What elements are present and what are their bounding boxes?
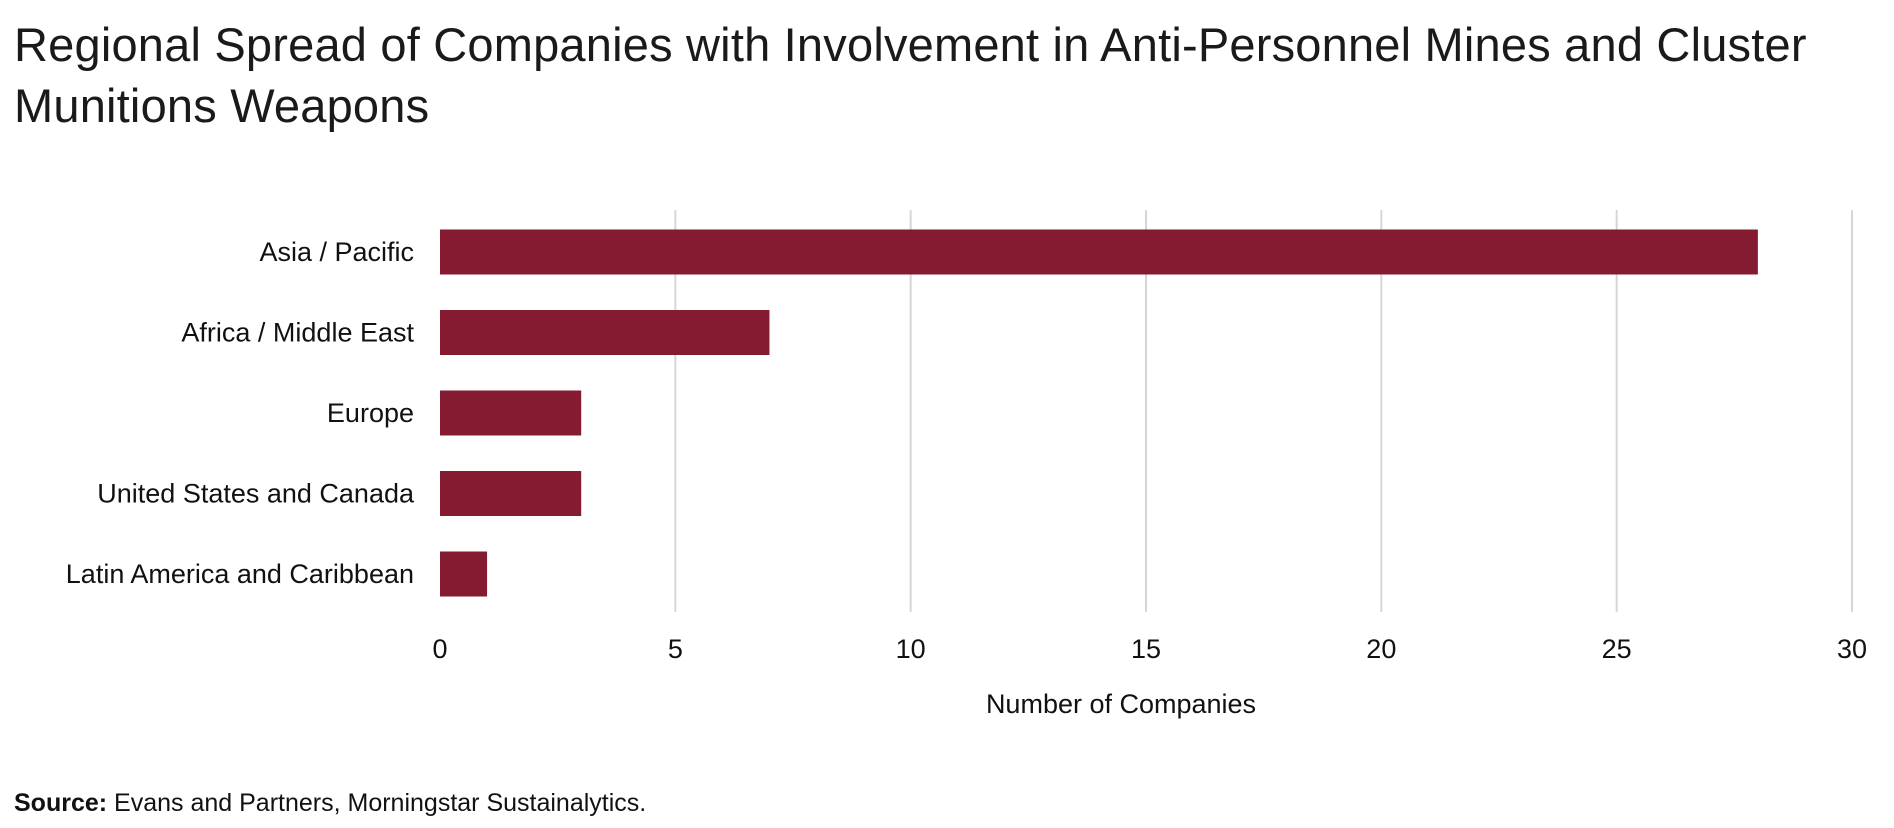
source-text: Evans and Partners, Morningstar Sustaina…: [107, 789, 647, 817]
x-tick-label: 25: [1602, 634, 1632, 664]
category-label: Asia / Pacific: [259, 237, 414, 267]
source-note: Source: Evans and Partners, Morningstar …: [14, 789, 646, 817]
x-tick-labels: 0 5 10 15 20 25 30: [432, 634, 1867, 664]
category-label: Latin America and Caribbean: [66, 559, 414, 589]
gridlines: [674, 210, 1853, 612]
bar: [440, 229, 1758, 275]
category-label: United States and Canada: [97, 479, 415, 509]
x-axis-label: Number of Companies: [986, 689, 1256, 719]
category-label: Africa / Middle East: [181, 318, 414, 348]
x-tick-label: 0: [432, 634, 447, 664]
chart-title: Regional Spread of Companies with Involv…: [14, 18, 1807, 132]
bar: [440, 310, 770, 355]
category-labels: Asia / Pacific Africa / Middle East Europe…: [66, 237, 415, 589]
x-tick-label: 10: [896, 634, 926, 664]
x-tick-label: 20: [1366, 634, 1396, 664]
category-label: Europe: [327, 398, 414, 428]
source-label: Source:: [14, 789, 108, 817]
bar: [440, 390, 582, 436]
x-tick-label: 5: [668, 634, 683, 664]
bars: [440, 229, 1758, 597]
bar: [440, 471, 582, 516]
x-tick-label: 15: [1131, 634, 1161, 664]
bar: [440, 551, 488, 597]
x-tick-label: 30: [1837, 634, 1867, 664]
